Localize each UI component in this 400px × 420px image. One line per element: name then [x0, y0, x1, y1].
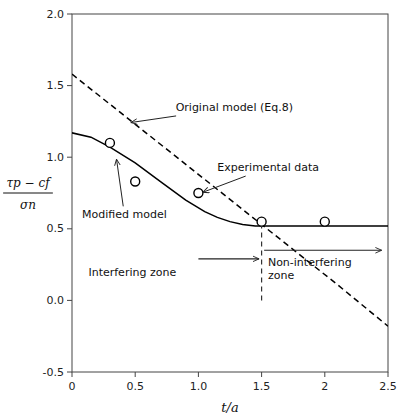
annotation: Interfering zone [88, 266, 176, 279]
tick-label: 1.0 [47, 151, 65, 164]
annotation-line: Modified model [82, 208, 167, 221]
annotation: Non-interferingzone [268, 256, 352, 282]
series-line [72, 133, 388, 226]
x-axis-label: t/a [221, 400, 238, 415]
tick-label: 1.5 [253, 380, 271, 393]
y-axis-label: τp − cf [6, 176, 52, 190]
series-line [72, 74, 388, 326]
plot-area [72, 74, 388, 326]
tick-label: 0.5 [126, 380, 144, 393]
annotation-arrow [203, 176, 246, 192]
data-point [194, 189, 203, 198]
tick [198, 372, 199, 377]
zone-arrow [198, 258, 259, 259]
tick [324, 372, 325, 377]
tick [67, 85, 72, 86]
tick [67, 157, 72, 158]
tick-label: 2 [321, 380, 328, 393]
tick-label: 1.5 [47, 79, 65, 92]
tick [67, 14, 72, 15]
chart: 0 0.5 1.0 1.5 2 2.5 -0.5 0.0 0.5 1.0 1.5 2.0 t/a τp −… [0, 0, 400, 420]
data-point [105, 138, 114, 147]
tick [72, 372, 73, 377]
tick [135, 372, 136, 377]
annotation-line: Experimental data [217, 161, 319, 174]
fraction-bar [3, 193, 53, 194]
annotation: Original model (Eq.8) [176, 101, 293, 114]
annotation-arrow [117, 159, 124, 206]
tick-label: 2.5 [379, 380, 397, 393]
tick [67, 300, 72, 301]
annotation-line: Original model (Eq.8) [176, 101, 293, 114]
tick [388, 372, 389, 377]
annotation-line: Interfering zone [88, 266, 176, 279]
tick [67, 228, 72, 229]
annotation: Modified model [82, 208, 167, 221]
plot-frame [72, 14, 388, 372]
data-point [320, 217, 329, 226]
tick-label: 2.0 [47, 8, 65, 21]
tick-label: -0.5 [43, 366, 64, 379]
tick-label: 0 [69, 380, 76, 393]
data-point [257, 217, 266, 226]
tick-label: 0.5 [47, 222, 65, 235]
tick-label: 1.0 [190, 380, 208, 393]
tick-label: 0.0 [47, 294, 65, 307]
tick [261, 372, 262, 377]
reference-line [261, 226, 262, 300]
y-axis-label: σn [20, 198, 36, 212]
annotation-line: zone [268, 269, 294, 282]
zone-arrow [264, 250, 382, 251]
annotation: Experimental data [217, 161, 319, 174]
data-point [131, 177, 140, 186]
tick [67, 372, 72, 373]
annotation-arrow [131, 116, 176, 123]
annotation-line: Non-interfering [268, 256, 352, 269]
